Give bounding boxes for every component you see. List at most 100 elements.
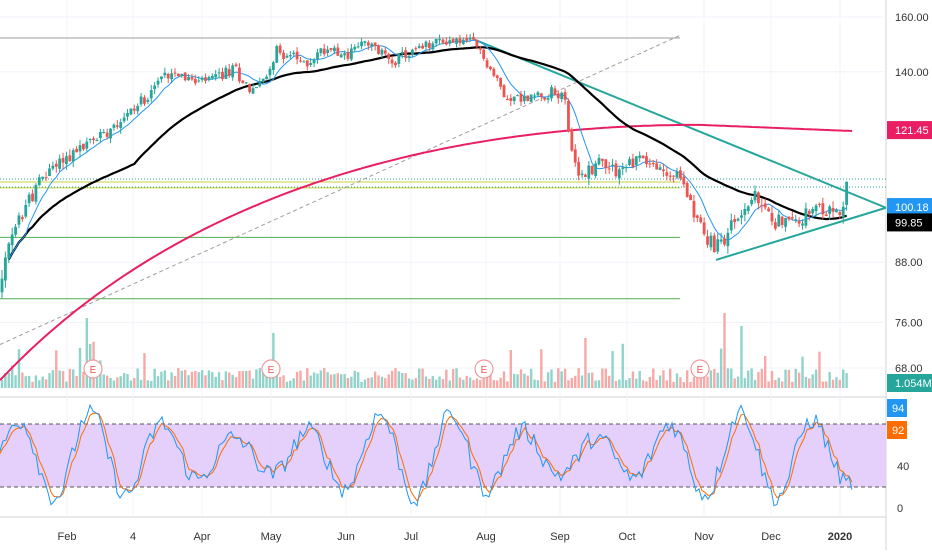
volume-bar [665,380,669,388]
candle-body [153,85,157,90]
candle-body [451,38,455,43]
volume-bar [411,379,414,388]
volume-bar [61,371,65,388]
candle-body [27,194,31,204]
volume-bar [65,381,68,388]
candle-body [543,97,547,100]
volume-bar [401,372,404,388]
candle-body [760,205,764,207]
candle-body [529,94,533,103]
volume-bar [214,376,217,388]
candle-body [48,168,51,177]
volume-bar [638,370,641,388]
price-tag [887,198,932,217]
candle-body [736,218,740,221]
candle-body [431,43,435,50]
candle-body [299,60,302,62]
volume-bar [794,368,797,388]
candle-body [563,92,567,100]
volume-bar [509,350,512,388]
volume-bar [278,376,282,388]
candle-body [400,51,404,54]
candle-body [485,60,489,68]
volume-bar [828,371,831,388]
candle-body [132,108,136,111]
candle-body [370,43,374,47]
volume-bar [343,374,346,388]
candle-body [221,71,224,79]
volume-bar [153,368,156,388]
candle-body [356,46,360,48]
sma-long-line [0,123,853,381]
volume-bar [261,371,265,388]
volume-bar [591,372,594,388]
candle-body [295,51,299,60]
candle-body [648,163,652,165]
candle-body [441,39,445,43]
candle-body [597,157,601,165]
volume-bar [845,373,848,388]
volume-bar [692,377,696,388]
volume-bar [757,372,760,388]
candle-body [716,239,720,252]
volume-bar [119,376,122,388]
volume-bar [241,371,245,388]
candle-body [658,167,662,170]
candle-body [339,54,343,58]
volume-bar [808,378,811,388]
volume-bar [780,381,784,388]
candle-body [424,41,428,48]
volume-bar [655,380,658,388]
candle-body [567,101,570,131]
volume-bar [238,371,241,388]
volume-bar [713,368,716,388]
candle-body [662,169,665,172]
candle-body [438,39,441,41]
candle-body [489,66,492,70]
volume-bar [224,371,228,388]
volume-bar [523,373,526,388]
earnings-marker [83,359,103,379]
candle-body [126,113,129,117]
candle-body [312,59,316,64]
price-axis-bg [887,0,932,550]
volume-bar [363,379,367,388]
volume-bar [730,368,733,388]
candle-body [838,211,842,216]
volume-bar [499,377,502,388]
candle-body [326,49,330,54]
volume-bar [648,376,652,388]
candle-body [770,213,774,222]
volume-bar [597,380,601,388]
candle-body [468,37,472,40]
volume-bar [445,369,448,388]
time-tick-label: Aug [476,531,496,543]
stoch-k-line [0,403,853,507]
candle-body [129,108,133,115]
volume-bar [231,374,234,388]
candle-body [156,80,160,85]
candle-body [329,48,333,50]
volume-bar [380,376,384,388]
volume-bar [82,371,85,388]
candle-body [624,166,628,169]
candle-body [271,62,275,71]
candle-body [611,164,614,167]
volume-bar [404,373,407,388]
volume-bar [804,376,808,388]
volume-bar [764,356,767,388]
volume-bar [302,380,306,388]
candle-body [390,59,394,64]
candle-body [204,77,207,81]
volume-bar [373,371,377,388]
volume-bar [24,376,27,388]
volume-bar [234,377,238,388]
volume-bar [333,374,336,388]
volume-bar [685,370,689,388]
candle-body [509,98,513,101]
volume-bar [428,378,431,388]
candle-body [746,206,750,212]
volume-bar [489,369,492,388]
candle-body [733,219,737,223]
